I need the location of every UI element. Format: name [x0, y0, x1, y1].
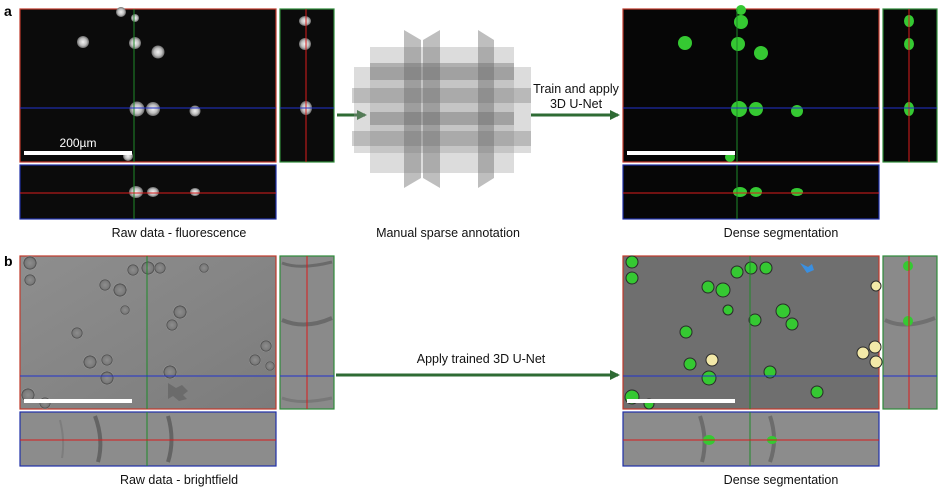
- dense-segmentation-caption-a: Dense segmentation: [724, 226, 839, 240]
- train-arrow-label-line1: Train and apply: [533, 82, 619, 96]
- dense-segmentation-xy-view-a: [622, 5, 880, 163]
- dense-segmentation-xz-view-a: [622, 164, 880, 220]
- raw-brightfield-yz-view: [279, 255, 335, 410]
- raw-brightfield-caption: Raw data - brightfield: [120, 473, 238, 487]
- dense-segmentation-yz-view-b: [882, 255, 938, 410]
- raw-fluorescence-xz-view: [19, 164, 277, 220]
- apply-arrow-label: Apply trained 3D U-Net: [417, 352, 546, 366]
- sparse-annotation-caption: Manual sparse annotation: [376, 226, 520, 240]
- train-arrow-label-line2: 3D U-Net: [550, 97, 603, 111]
- segmented-cells-b: [624, 255, 824, 410]
- sparse-annotation-illustration: [352, 30, 531, 188]
- scale-bar-label: 200µm: [60, 136, 97, 150]
- dense-segmentation-caption-b: Dense segmentation: [724, 473, 839, 487]
- dense-segmentation-xz-view-b: [622, 411, 880, 467]
- panel-letter-b: b: [4, 253, 13, 269]
- dense-segmentation-yz-view-a: [882, 8, 938, 163]
- raw-fluorescence-caption: Raw data - fluorescence: [112, 226, 247, 240]
- raw-brightfield-xy-view: [19, 255, 277, 410]
- scale-bar: [24, 151, 132, 155]
- raw-fluorescence-xy-view: 200µm: [19, 7, 277, 163]
- dense-segmentation-xy-view-b: [622, 255, 883, 410]
- raw-fluorescence-yz-view: [279, 8, 335, 163]
- panel-letter-a: a: [4, 3, 12, 19]
- raw-brightfield-xz-view: [19, 411, 277, 467]
